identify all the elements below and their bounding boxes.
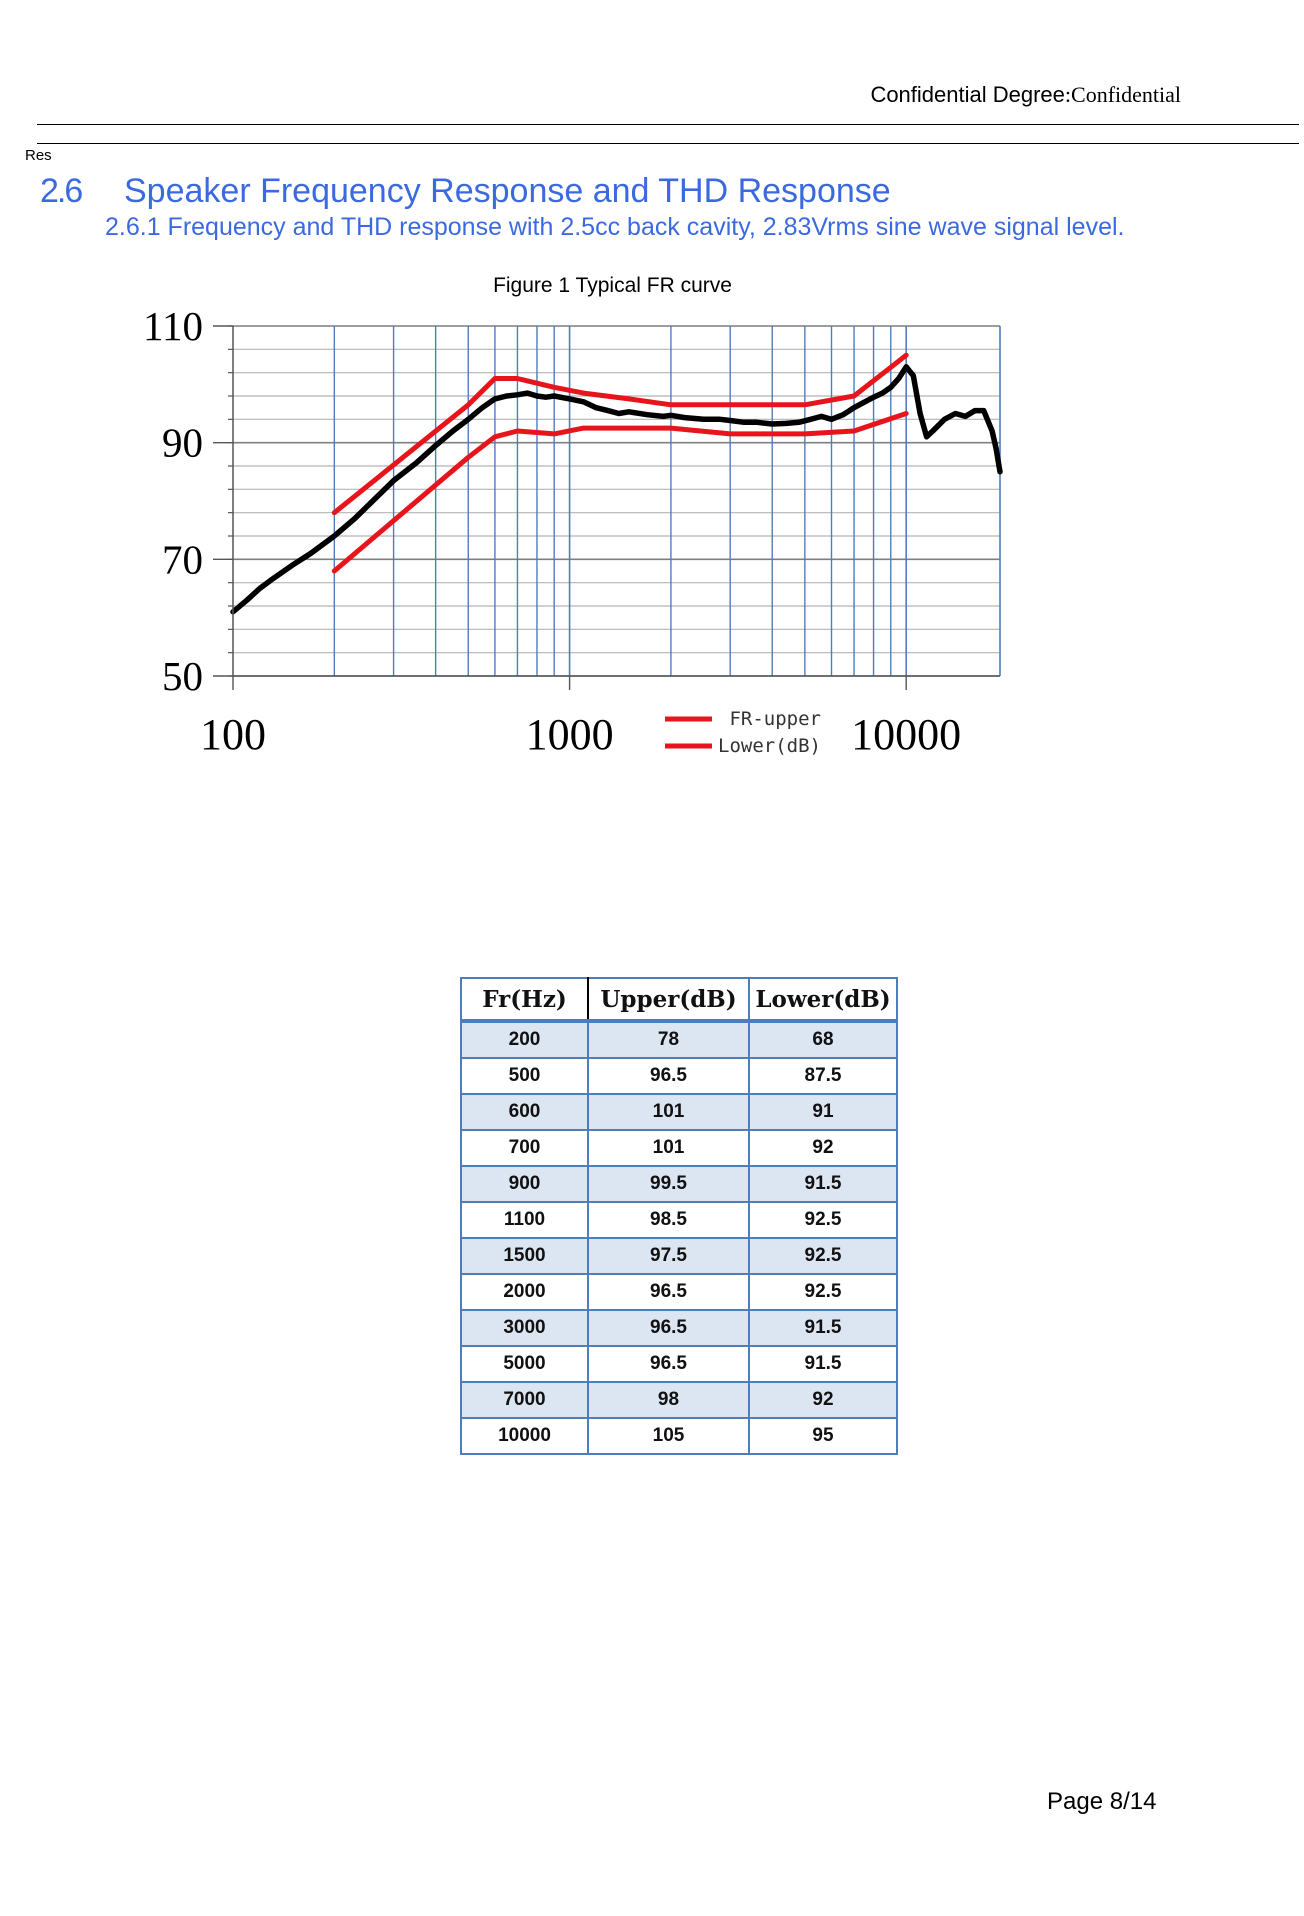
table-row: 200 78 68 <box>460 1020 898 1059</box>
table-row: 5000 96.5 91.5 <box>460 1345 898 1383</box>
confidential-label: Confidential Degree <box>870 82 1065 107</box>
fr-limit-table: Fr(Hz) Upper(dB) Lower(dB) 200 78 68 500 96.… <box>460 977 898 1455</box>
chart-x-ticks: 100 1000 10000 <box>200 710 961 759</box>
cell-lower: 87.5 <box>748 1057 898 1095</box>
cell-lower: 95 <box>748 1417 898 1455</box>
res-label: Res <box>25 147 52 164</box>
cell-lower: 92 <box>748 1129 898 1167</box>
cell-upper: 101 <box>587 1129 750 1167</box>
header-rule-bottom <box>37 143 1299 144</box>
cell-lower: 92 <box>748 1381 898 1419</box>
table-body: 200 78 68 500 96.5 87.5 600 101 91 700 101 92 900 99.… <box>460 1020 898 1455</box>
chart-y-ticks: 110 90 70 50 <box>143 303 203 699</box>
column-header-frequency: Fr(Hz) <box>460 977 589 1023</box>
table-header-row: Fr(Hz) Upper(dB) Lower(dB) <box>460 977 898 1023</box>
chart-axes <box>213 325 1000 690</box>
table-row: 2000 96.5 92.5 <box>460 1273 898 1311</box>
cell-frequency: 900 <box>460 1165 589 1203</box>
confidential-value: :Confidential <box>1064 82 1181 107</box>
legend-label: Lower(dB) <box>718 735 821 757</box>
column-header-lower: Lower(dB) <box>748 977 898 1023</box>
legend-label: FR-upper <box>729 708 821 730</box>
series-fr-upper <box>331 352 909 516</box>
table-row: 1100 98.5 92.5 <box>460 1201 898 1239</box>
cell-frequency: 5000 <box>460 1345 589 1383</box>
cell-upper: 101 <box>587 1093 750 1131</box>
cell-frequency: 7000 <box>460 1381 589 1419</box>
cell-frequency: 200 <box>460 1020 589 1059</box>
y-tick-label: 110 <box>143 303 203 349</box>
series-measured <box>230 364 1003 615</box>
table-row: 500 96.5 87.5 <box>460 1057 898 1095</box>
cell-upper: 105 <box>587 1417 750 1455</box>
table-row: 600 101 91 <box>460 1093 898 1131</box>
section-number: 2.6 <box>40 172 83 210</box>
cell-lower: 91.5 <box>748 1165 898 1203</box>
fr-chart: 110 90 70 50 100 1000 10000 FR-upper Lower(dB) <box>143 303 1003 759</box>
cell-lower: 91.5 <box>748 1309 898 1347</box>
cell-upper: 99.5 <box>587 1165 750 1203</box>
y-tick-label: 90 <box>162 420 203 466</box>
x-tick-label: 1000 <box>526 710 614 759</box>
page-number: Page 8/14 <box>1047 1788 1157 1815</box>
column-header-upper: Upper(dB) <box>587 977 750 1023</box>
chart-legend: FR-upper Lower(dB) <box>665 708 821 757</box>
cell-frequency: 10000 <box>460 1417 589 1455</box>
header-rule-top <box>37 124 1299 125</box>
cell-lower: 92.5 <box>748 1237 898 1275</box>
figure-caption: Figure 1 Typical FR curve <box>493 274 732 297</box>
cell-lower: 92.5 <box>748 1201 898 1239</box>
cell-upper: 96.5 <box>587 1273 750 1311</box>
cell-upper: 78 <box>587 1020 750 1059</box>
cell-lower: 92.5 <box>748 1273 898 1311</box>
table-row: 700 101 92 <box>460 1129 898 1167</box>
chart-series <box>230 352 1003 615</box>
cell-lower: 91.5 <box>748 1345 898 1383</box>
cell-upper: 97.5 <box>587 1237 750 1275</box>
cell-frequency: 3000 <box>460 1309 589 1347</box>
x-tick-label: 100 <box>200 710 266 759</box>
cell-upper: 96.5 <box>587 1345 750 1383</box>
series-fr-lower <box>331 411 909 574</box>
cell-upper: 96.5 <box>587 1309 750 1347</box>
cell-upper: 98 <box>587 1381 750 1419</box>
y-tick-label: 70 <box>162 536 203 582</box>
y-tick-label: 50 <box>162 653 203 699</box>
subsection-title: 2.6.1 Frequency and THD response with 2.… <box>105 213 1125 241</box>
cell-frequency: 1500 <box>460 1237 589 1275</box>
table-row: 900 99.5 91.5 <box>460 1165 898 1203</box>
table-row: 7000 98 92 <box>460 1381 898 1419</box>
table-row: 1500 97.5 92.5 <box>460 1237 898 1275</box>
table-row: 10000 105 95 <box>460 1417 898 1455</box>
table-row: 3000 96.5 91.5 <box>460 1309 898 1347</box>
cell-frequency: 700 <box>460 1129 589 1167</box>
x-tick-label: 10000 <box>851 710 961 759</box>
cell-frequency: 2000 <box>460 1273 589 1311</box>
cell-frequency: 1100 <box>460 1201 589 1239</box>
section-title: Speaker Frequency Response and THD Respo… <box>124 172 891 210</box>
cell-upper: 98.5 <box>587 1201 750 1239</box>
cell-frequency: 500 <box>460 1057 589 1095</box>
cell-lower: 91 <box>748 1093 898 1131</box>
cell-frequency: 600 <box>460 1093 589 1131</box>
cell-upper: 96.5 <box>587 1057 750 1095</box>
cell-lower: 68 <box>748 1020 898 1059</box>
confidential-degree: Confidential Degree:Confidential <box>870 82 1181 108</box>
